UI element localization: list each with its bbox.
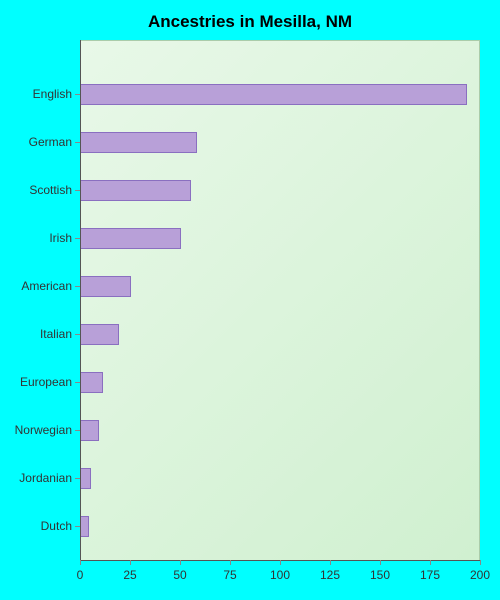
x-tick [480,560,481,565]
x-axis-label: 50 [173,568,186,582]
bar [81,132,197,153]
bar [81,468,91,489]
bar [81,516,89,537]
chart-container: Ancestries in Mesilla, NM City-Data.com … [0,0,500,600]
x-tick [230,560,231,565]
plot-area [80,40,480,560]
x-tick [380,560,381,565]
x-axis-label: 125 [320,568,340,582]
x-axis-label: 150 [370,568,390,582]
y-tick [75,94,80,95]
x-tick [330,560,331,565]
x-axis-label: 175 [420,568,440,582]
chart-title: Ancestries in Mesilla, NM [0,12,500,32]
x-axis-label: 0 [77,568,84,582]
x-tick [280,560,281,565]
bar [81,276,131,297]
y-axis-label: American [0,279,72,293]
y-axis-label: Norwegian [0,423,72,437]
x-tick [80,560,81,565]
y-tick [75,478,80,479]
y-tick [75,238,80,239]
y-axis-label: Jordanian [0,471,72,485]
x-axis-label: 100 [270,568,290,582]
x-tick [430,560,431,565]
y-axis-label: German [0,135,72,149]
x-axis-label: 25 [123,568,136,582]
y-tick [75,430,80,431]
bar [81,228,181,249]
bar [81,84,467,105]
x-tick [180,560,181,565]
bar [81,420,99,441]
y-axis-label: Irish [0,231,72,245]
y-tick [75,526,80,527]
y-axis-label: Italian [0,327,72,341]
y-tick [75,382,80,383]
x-tick [130,560,131,565]
x-axis-label: 75 [223,568,236,582]
y-axis-label: Scottish [0,183,72,197]
y-tick [75,142,80,143]
bar [81,180,191,201]
y-tick [75,286,80,287]
y-axis-label: English [0,87,72,101]
y-axis-label: Dutch [0,519,72,533]
x-axis-label: 200 [470,568,490,582]
bar [81,324,119,345]
bar [81,372,103,393]
y-axis-label: European [0,375,72,389]
y-tick [75,190,80,191]
y-tick [75,334,80,335]
